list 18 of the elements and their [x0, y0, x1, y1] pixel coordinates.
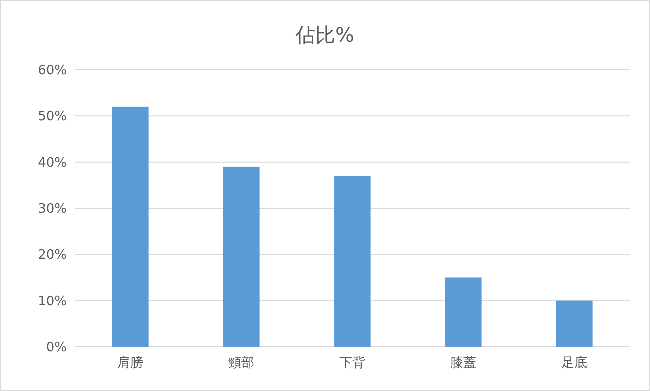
y-tick-label: 40% [38, 156, 67, 171]
bar [334, 176, 371, 347]
bar [445, 278, 482, 347]
x-tick-label: 下背 [340, 356, 366, 371]
y-tick-label: 30% [38, 202, 67, 218]
x-tick-label: 頸部 [228, 356, 254, 371]
x-tick-label: 肩膀 [118, 355, 144, 371]
x-tick-label: 足底 [562, 356, 588, 371]
y-tick-label: 50% [38, 110, 67, 125]
x-tick-label: 膝蓋 [450, 356, 476, 371]
y-tick-label: 10% [38, 294, 67, 310]
y-tick-label: 60% [38, 64, 67, 79]
bar [112, 106, 149, 347]
y-tick-label: 20% [38, 248, 67, 264]
chart-title: 佔比% [294, 23, 355, 47]
y-tick-label: 0% [46, 340, 67, 356]
bar [556, 300, 593, 347]
bar [223, 166, 260, 347]
